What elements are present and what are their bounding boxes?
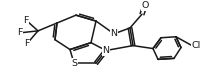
Text: F: F: [24, 39, 30, 48]
Text: Cl: Cl: [192, 41, 201, 50]
Text: F: F: [17, 28, 23, 37]
Text: N: N: [110, 29, 117, 38]
Text: S: S: [71, 59, 77, 68]
Text: O: O: [141, 1, 149, 10]
Text: N: N: [102, 46, 110, 55]
Text: F: F: [23, 16, 29, 25]
